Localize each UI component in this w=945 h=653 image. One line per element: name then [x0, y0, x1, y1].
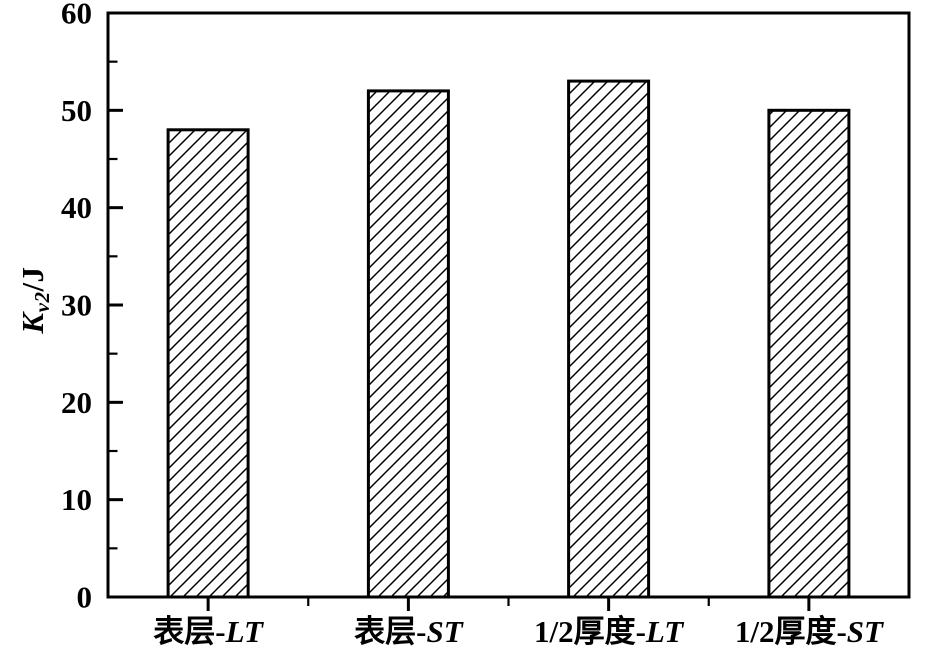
- x-label-prefix: 表层-: [153, 614, 225, 649]
- bar-1: [166, 128, 250, 599]
- y-axis-title-unit: /J: [15, 266, 50, 292]
- bar-2: [366, 89, 450, 599]
- bars-group: [166, 79, 851, 599]
- plot-frame: [106, 11, 911, 599]
- y-tick-label-30: 30: [61, 288, 92, 323]
- y-axis-title: Kv2/J: [15, 266, 54, 334]
- y-tick-label-50: 50: [61, 93, 92, 128]
- y-axis-title-symbol: K: [15, 312, 50, 334]
- x-category-label-3: 1/2厚度-LT: [534, 614, 684, 649]
- y-axis-title-subscript: v2: [30, 291, 54, 313]
- y-tick-label-40: 40: [61, 190, 92, 225]
- x-label-italic-suffix: LT: [645, 614, 684, 649]
- x-label-prefix: 表层-: [354, 614, 426, 649]
- bar-3: [567, 79, 651, 599]
- x-label-prefix: 1/2厚度-: [735, 614, 847, 649]
- y-tick-label-0: 0: [77, 580, 93, 615]
- bar-4: [767, 108, 851, 599]
- x-category-label-1: 表层-LT: [153, 614, 264, 649]
- x-category-label-2: 表层-ST: [354, 614, 464, 649]
- x-label-prefix: 1/2厚度-: [534, 614, 646, 649]
- axis-ticks-group: [109, 11, 811, 611]
- x-label-italic-suffix: ST: [426, 614, 463, 649]
- y-tick-label-10: 10: [61, 482, 92, 517]
- x-label-italic-suffix: LT: [225, 614, 264, 649]
- y-tick-label-60: 60: [61, 0, 92, 31]
- x-label-italic-suffix: ST: [847, 614, 884, 649]
- x-category-label-4: 1/2厚度-ST: [735, 614, 884, 649]
- y-tick-label-20: 20: [61, 385, 92, 420]
